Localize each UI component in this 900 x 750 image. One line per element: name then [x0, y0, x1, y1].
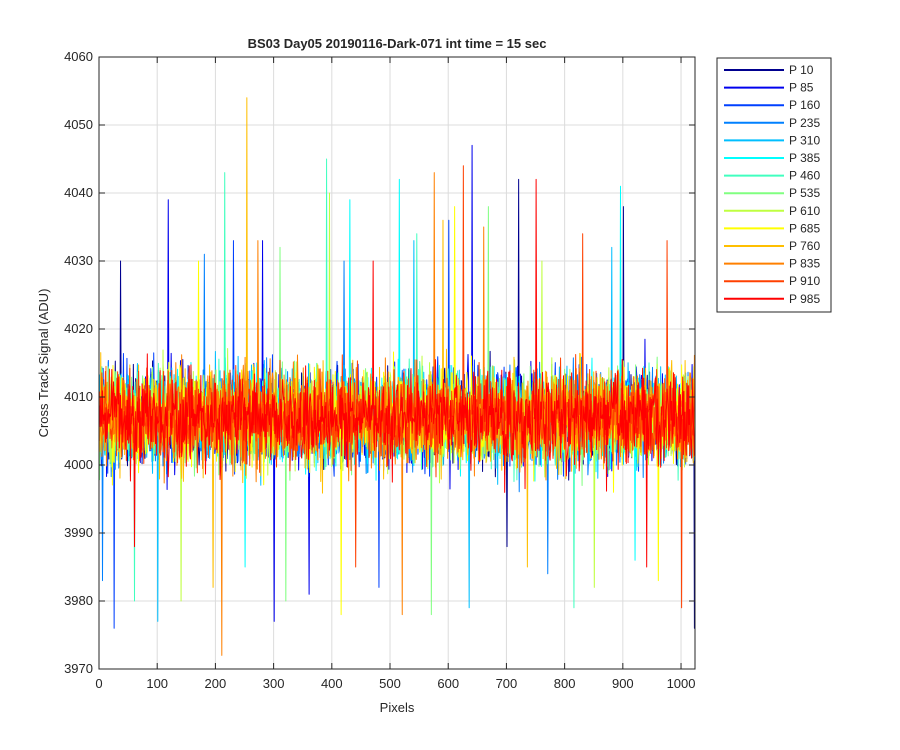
legend-label: P 985	[789, 292, 820, 306]
plot-axes-box	[98, 56, 696, 670]
legend-label: P 610	[789, 204, 820, 218]
y-tick-label: 4000	[64, 457, 93, 472]
legend-label: P 760	[789, 239, 820, 253]
x-tick-label: 100	[146, 676, 168, 691]
legend-label: P 85	[789, 81, 814, 95]
legend-label: P 10	[789, 63, 814, 77]
legend-label: P 310	[789, 133, 820, 147]
chart-title: BS03 Day05 20190116-Dark-071 int time = …	[248, 36, 547, 51]
x-tick-label: 700	[496, 676, 518, 691]
series-lines	[99, 97, 695, 656]
x-tick-label: 0	[95, 676, 102, 691]
series-line-p-985	[99, 178, 695, 568]
y-tick-label: 4030	[64, 253, 93, 268]
legend-label: P 685	[789, 221, 820, 235]
legend-box	[716, 57, 832, 313]
x-tick-label: 500	[379, 676, 401, 691]
legend-label: P 385	[789, 151, 820, 165]
legend-label: P 910	[789, 274, 820, 288]
legend-label: P 235	[789, 116, 820, 130]
y-tick-label: 4050	[64, 117, 93, 132]
plot-area	[99, 57, 695, 669]
legend-label: P 535	[789, 186, 820, 200]
y-tick-label: 3970	[64, 661, 93, 676]
legend: P 10 P 85 P 160 P 235 P 310 P 385 P 460 P 535 P …	[716, 57, 832, 313]
x-tick-label: 200	[205, 676, 227, 691]
y-tick-label: 4010	[64, 389, 93, 404]
y-tick-label: 4060	[64, 49, 93, 64]
x-tick-label: 400	[321, 676, 343, 691]
y-tick-label: 3980	[64, 593, 93, 608]
x-axis-label: Pixels	[380, 700, 415, 715]
x-tick-label: 900	[612, 676, 634, 691]
x-tick-label: 300	[263, 676, 285, 691]
y-tick-label: 4020	[64, 321, 93, 336]
y-axis-label: Cross Track Signal (ADU)	[36, 289, 51, 438]
x-tick-label: 800	[554, 676, 576, 691]
legend-label: P 460	[789, 169, 820, 183]
legend-label: P 835	[789, 257, 820, 271]
y-tick-label: 4040	[64, 185, 93, 200]
y-tick-label: 3990	[64, 525, 93, 540]
x-tick-label: 1000	[667, 676, 696, 691]
x-tick-label: 600	[437, 676, 459, 691]
axis-ticks: 0 100 200 300 400 500 600 700 800 900 1000 3970 3980…	[64, 49, 695, 691]
legend-label: P 160	[789, 98, 820, 112]
